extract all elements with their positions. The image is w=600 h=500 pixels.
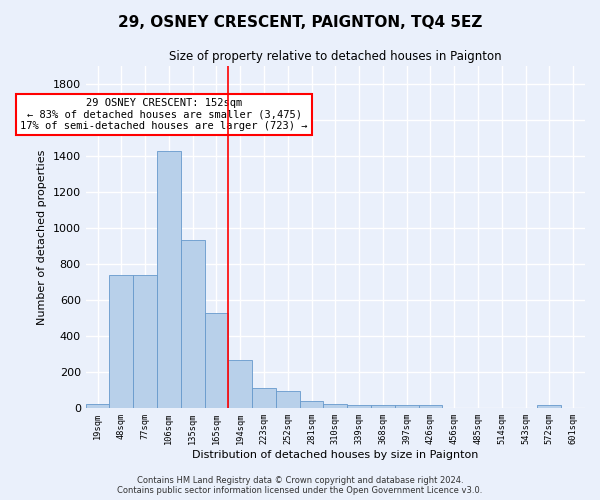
Bar <box>181 240 205 408</box>
Bar <box>109 274 133 408</box>
Bar <box>86 404 109 408</box>
Bar <box>205 312 229 408</box>
Bar <box>371 406 395 408</box>
Bar <box>347 406 371 408</box>
X-axis label: Distribution of detached houses by size in Paignton: Distribution of detached houses by size … <box>192 450 479 460</box>
Title: Size of property relative to detached houses in Paignton: Size of property relative to detached ho… <box>169 50 502 63</box>
Bar <box>276 391 299 408</box>
Text: Contains HM Land Registry data © Crown copyright and database right 2024.
Contai: Contains HM Land Registry data © Crown c… <box>118 476 482 495</box>
Text: 29 OSNEY CRESCENT: 152sqm
← 83% of detached houses are smaller (3,475)
17% of se: 29 OSNEY CRESCENT: 152sqm ← 83% of detac… <box>20 98 308 131</box>
Y-axis label: Number of detached properties: Number of detached properties <box>37 149 47 324</box>
Bar <box>419 406 442 408</box>
Bar <box>133 274 157 408</box>
Bar <box>229 360 252 408</box>
Bar <box>323 404 347 408</box>
Bar <box>299 401 323 408</box>
Bar <box>538 406 561 408</box>
Bar <box>157 151 181 408</box>
Text: 29, OSNEY CRESCENT, PAIGNTON, TQ4 5EZ: 29, OSNEY CRESCENT, PAIGNTON, TQ4 5EZ <box>118 15 482 30</box>
Bar <box>252 388 276 408</box>
Bar <box>395 406 419 408</box>
